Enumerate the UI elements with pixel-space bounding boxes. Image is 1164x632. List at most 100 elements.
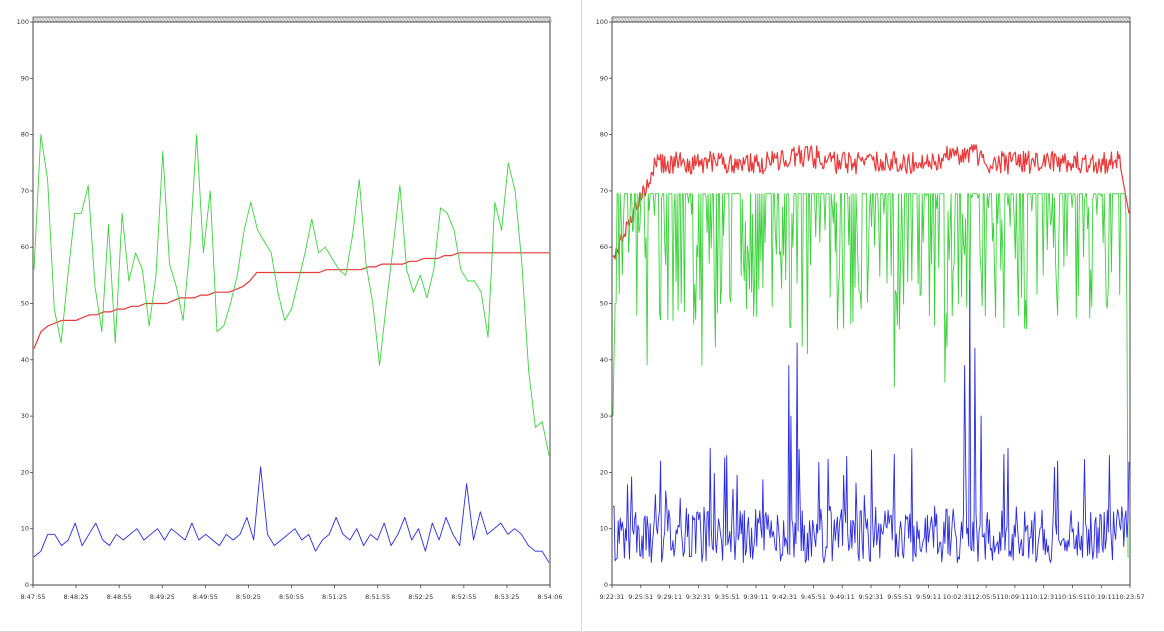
left-hatch-line [467,16,472,23]
right-hatch-line [854,16,859,23]
right-x-tick-label: 10:19:11 [1087,593,1116,601]
right-hatch-line [965,16,970,23]
right-hatch-line [1034,16,1039,23]
right-hatch-line [995,16,1000,23]
right-x-tick-label: 9:32:31 [686,593,711,601]
left-hatch-line [482,16,487,23]
left-hatch-line [455,16,460,23]
left-hatch-line [464,16,469,23]
right-hatch-line [830,16,835,23]
left-hatch-line [392,16,397,23]
right-hatch-line [674,16,679,23]
left-hatch-line [362,16,367,23]
left-hatch-line [269,16,274,23]
right-x-tick-label: 9:45:51 [801,593,826,601]
left-y-tick-label: 30 [21,412,29,420]
right-hatch-line [782,16,787,23]
right-hatch-line [737,16,742,23]
right-hatch-line [968,16,973,23]
right-hatch-line [656,16,661,23]
right-hatch-line [992,16,997,23]
left-hatch-line [341,16,346,23]
left-hatch-line [305,16,310,23]
left-x-tick-label: 8:50:55 [279,593,304,601]
right-hatch-line [914,16,919,23]
right-series-line-1 [612,193,1129,558]
right-x-tick-label: 10:15:51 [1058,593,1087,601]
right-hatch-line [1124,16,1129,23]
right-hatch-line [1061,16,1066,23]
right-y-tick-label: 0 [604,581,608,589]
right-hatch-line [1085,16,1090,23]
left-hatch-line [41,16,46,23]
right-hatch-line [974,16,979,23]
left-hatch-line [281,16,286,23]
right-hatch-line [848,16,853,23]
right-hatch-line [1115,16,1120,23]
left-hatch-line [437,16,442,23]
left-hatch-line [329,16,334,23]
left-hatch-line [95,16,100,23]
left-x-tick-label: 8:50:25 [236,593,261,601]
left-hatch-line [188,16,193,23]
right-hatch-line [644,16,649,23]
left-y-tick-label: 60 [21,243,29,251]
right-hatch-line [662,16,667,23]
left-hatch-line [491,16,496,23]
left-hatch-line [521,16,526,23]
right-y-tick-label: 40 [600,356,608,364]
right-hatch-line [659,16,664,23]
left-hatch-line [401,16,406,23]
right-hatch-line [947,16,952,23]
left-hatch-line [176,16,181,23]
right-hatch-line [1046,16,1051,23]
left-hatch-line [116,16,121,23]
right-hatch-line [1076,16,1081,23]
right-hatch-line [875,16,880,23]
left-hatch-line [254,16,259,23]
left-hatch-line [296,16,301,23]
right-hatch-line [677,16,682,23]
left-hatch-line [137,16,142,23]
left-hatch-line [299,16,304,23]
left-hatch-line [35,16,40,23]
left-hatch-line [368,16,373,23]
left-hatch-line [356,16,361,23]
left-hatch-line [509,16,514,23]
right-y-tick-label: 90 [600,74,608,82]
left-hatch-line [131,16,136,23]
left-hatch-line [470,16,475,23]
right-hatch-line [701,16,706,23]
right-hatch-line [1049,16,1054,23]
right-hatch-line [821,16,826,23]
left-y-tick-label: 20 [21,468,29,476]
right-hatch-line [983,16,988,23]
left-hatch-line [248,16,253,23]
left-hatch-line [428,16,433,23]
right-hatch-line [1127,16,1132,23]
right-series-line-2 [612,280,1130,563]
right-hatch-line [956,16,961,23]
right-hatch-line [836,16,841,23]
left-hatch-line [371,16,376,23]
right-hatch-line [1091,16,1096,23]
right-hatch-line [893,16,898,23]
right-hatch-line [998,16,1003,23]
left-hatch-line [161,16,166,23]
right-hatch-line [1019,16,1024,23]
left-series-line-1 [33,134,550,456]
left-hatch-line [47,16,52,23]
left-hatch-line [278,16,283,23]
left-hatch-line [113,16,118,23]
left-hatch-line [98,16,103,23]
left-y-tick-label: 0 [25,581,29,589]
left-hatch-line [236,16,241,23]
right-x-tick-label: 9:25:51 [628,593,653,601]
right-y-tick-label: 30 [600,412,608,420]
right-hatch-line [803,16,808,23]
left-hatch-line [458,16,463,23]
right-hatch-line [671,16,676,23]
right-hatch-line [689,16,694,23]
left-hatch-line [44,16,49,23]
left-hatch-line [200,16,205,23]
